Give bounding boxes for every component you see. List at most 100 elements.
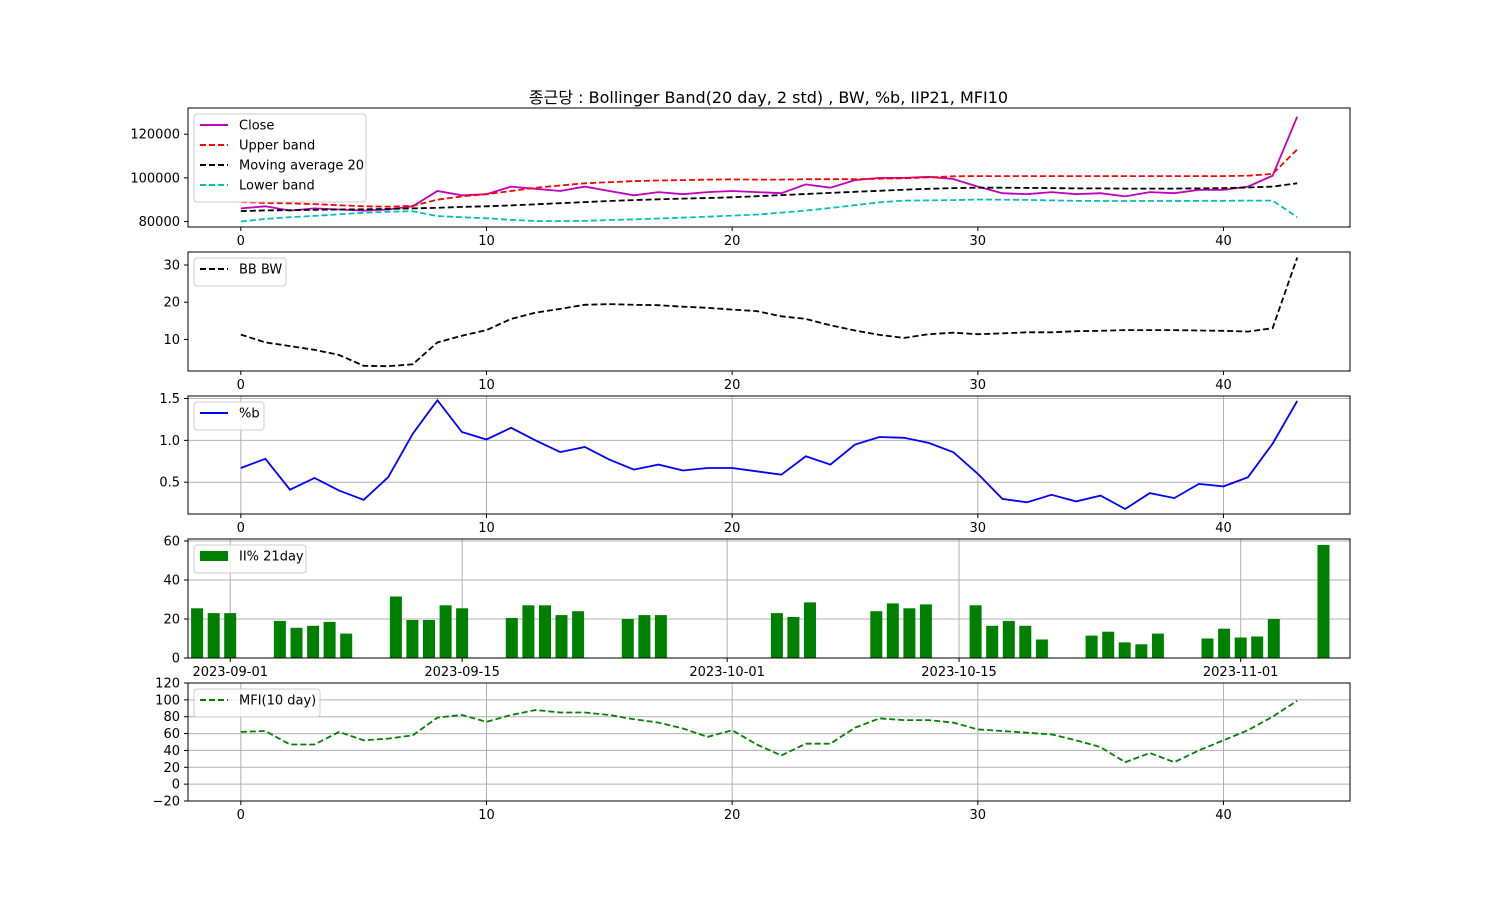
ii-bar: [969, 605, 982, 658]
x-tick-label: 40: [1215, 521, 1232, 536]
chart-title: 종근당 : Bollinger Band(20 day, 2 std) , BW…: [528, 88, 1009, 107]
price-legend: Close Upper band Moving average 20 Lower ba…: [193, 113, 367, 203]
ii-bar: [273, 620, 286, 658]
ii-bar: [1317, 544, 1330, 658]
x-tick-label: 10: [478, 521, 495, 536]
x-tick-label: 30: [970, 378, 987, 393]
y-tick-label: 40: [163, 573, 180, 588]
y-tick-label: 60: [163, 534, 180, 549]
x-tick-label: 30: [970, 234, 987, 249]
ii-bar: [191, 608, 204, 658]
x-tick-label: 20: [724, 378, 741, 393]
ii-bar: [572, 611, 585, 658]
x-tick-label: 2023-10-15: [921, 665, 997, 680]
y-tick-label: −20: [153, 795, 180, 810]
y-tick-label: 0.5: [159, 476, 180, 491]
ii-bar: [1251, 636, 1264, 658]
ii-bar: [224, 613, 237, 658]
legend-frame: [193, 113, 367, 203]
x-tick-label: 0: [237, 521, 245, 536]
ii-bar: [340, 633, 353, 658]
legend-label-3: Lower band: [239, 179, 315, 194]
pb-legend: %b: [193, 401, 265, 431]
y-tick-label: 100000: [130, 171, 180, 186]
ii-bar: [1151, 633, 1164, 658]
x-tick-label: 40: [1215, 808, 1232, 823]
x-tick-label: 2023-09-15: [424, 665, 500, 680]
ii-bar: [1201, 638, 1214, 658]
pb-series-0: [240, 398, 1298, 511]
mfi-frame: [187, 682, 1351, 802]
legend-label-0: II% 21day: [239, 550, 304, 565]
y-tick-label: 20: [163, 296, 180, 311]
y-tick-label: 120000: [130, 128, 180, 143]
ii-bar: [423, 620, 435, 658]
x-tick-label: 2023-09-01: [192, 665, 268, 680]
ii-bar: [1019, 625, 1032, 658]
legend-label-1: Upper band: [239, 139, 315, 154]
y-tick-label: 80: [163, 710, 180, 725]
price-series-2: [240, 182, 1298, 212]
ii-frame: [187, 538, 1351, 659]
legend-frame: [193, 257, 287, 287]
y-tick-label: 100: [155, 693, 180, 708]
bw-panel: 0 10 20 30 40 10 20 30 BB BW: [163, 251, 1351, 393]
ii-bar: [919, 604, 932, 658]
legend-frame: [193, 401, 265, 431]
y-tick-label: 30: [163, 259, 180, 274]
y-tick-label: 60: [163, 727, 180, 742]
legend-swatch-0: [200, 551, 228, 561]
ii-bar: [439, 605, 452, 658]
bw-frame: [187, 251, 1351, 372]
x-tick-label: 0: [237, 378, 245, 393]
ii-bar: [1085, 635, 1098, 658]
ii-bar: [886, 603, 899, 658]
y-tick-label: 1.5: [159, 392, 180, 407]
ii-bar: [870, 611, 883, 658]
price-series-1: [240, 148, 1298, 208]
x-tick-label: 20: [724, 234, 741, 249]
x-tick-label: 30: [970, 808, 987, 823]
y-tick-label: 0: [172, 778, 180, 793]
ii-bar: [1002, 620, 1015, 658]
price-frame: [187, 107, 1351, 228]
ii-bar: [456, 608, 469, 658]
x-tick-label: 20: [724, 521, 741, 536]
x-tick-label: 2023-10-01: [689, 665, 765, 680]
ii-panel: 2023-09-01 2023-09-15 2023-10-01 2023-10-15…: [163, 534, 1351, 680]
ii-bar: [638, 615, 651, 658]
ii-bar: [804, 602, 816, 658]
legend-label-0: BB BW: [239, 263, 282, 278]
price-series-0: [240, 116, 1299, 212]
y-tick-label: 20: [163, 761, 180, 776]
legend-frame: [193, 688, 321, 718]
y-tick-label: 10: [163, 333, 180, 348]
mfi-legend: MFI(10 day): [193, 688, 321, 718]
ii-bar: [986, 625, 999, 658]
y-tick-label: 20: [163, 612, 180, 627]
x-tick-label: 10: [478, 234, 495, 249]
y-tick-label: 120: [155, 677, 180, 692]
pb-panel: 0 10 20 30 40 0.5 1.0 1.5 %b: [159, 392, 1351, 536]
ii-bar: [406, 620, 419, 658]
y-tick-label: 1.0: [159, 434, 180, 449]
x-tick-label: 10: [478, 808, 495, 823]
ii-bar: [770, 613, 783, 658]
y-tick-label: 80000: [139, 215, 180, 230]
legend-label-2: Moving average 20: [239, 159, 364, 174]
legend-label-0: %b: [239, 407, 260, 422]
ii-bar: [539, 605, 551, 658]
ii-bar: [1267, 619, 1280, 658]
x-tick-label: 0: [237, 808, 245, 823]
ii-bar: [621, 619, 634, 658]
price-series-3: [240, 198, 1298, 223]
legend-label-0: MFI(10 day): [239, 694, 316, 709]
ii-bar: [323, 621, 336, 658]
ii-bar: [654, 615, 667, 658]
ii-bar: [1118, 642, 1131, 658]
legend-label-0: Close: [239, 119, 274, 134]
price-panel: 0 10 20 30 40 80000 100000 120000 Close Upper ban…: [130, 107, 1351, 249]
ii-bar: [307, 625, 320, 658]
